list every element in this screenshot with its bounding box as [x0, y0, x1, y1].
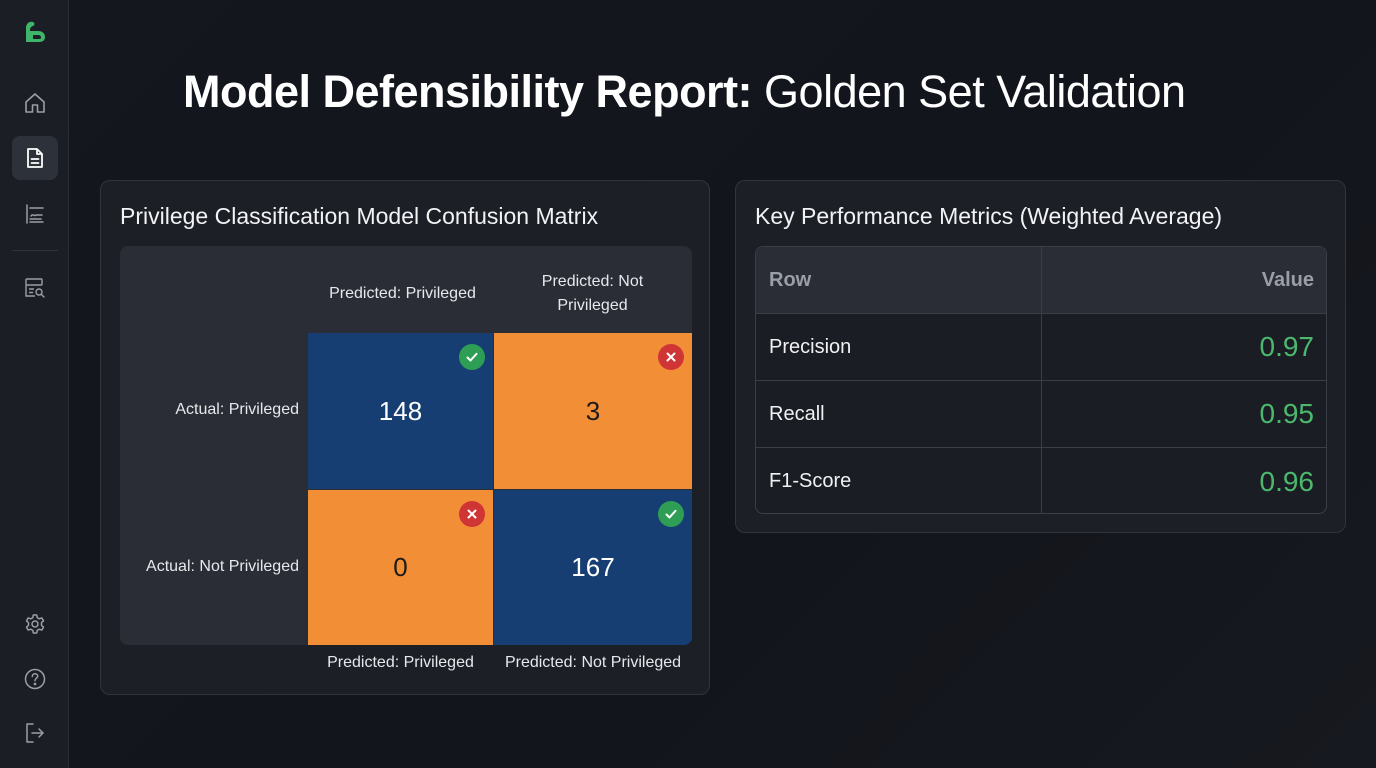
sidebar-item-logout[interactable] [12, 711, 58, 755]
cell-value: 3 [585, 395, 601, 426]
row-header-actual-not-privileged: Actual: Not Privileged [146, 558, 299, 575]
table-row-f1-score: F1-Score 0.96 [756, 448, 1326, 513]
x-badge-icon [459, 501, 485, 527]
table-row-recall: Recall 0.95 [756, 381, 1326, 448]
kpi-table: Row Value Precision 0.97 Recall 0.95 F1-… [755, 246, 1327, 514]
matrix-cell-false-negative[interactable]: 3 [494, 333, 692, 489]
column-header-row[interactable]: Row [756, 247, 1042, 313]
page-title-sub: Golden Set Validation [752, 66, 1186, 117]
matrix-cell-false-positive[interactable]: 0 [308, 490, 493, 645]
gear-icon [25, 614, 45, 634]
kpi-title: Key Performance Metrics (Weighted Averag… [755, 203, 1223, 229]
page-title: Model Defensibility Report: Golden Set V… [183, 66, 1186, 118]
cell-value: 167 [571, 552, 615, 582]
metric-value: 0.95 [1259, 398, 1315, 429]
metric-label: Recall [756, 381, 1042, 447]
sidebar-divider [12, 250, 58, 251]
metric-label: Precision [756, 314, 1042, 380]
table-header-row: Row Value [756, 247, 1326, 314]
sidebar-item-settings[interactable] [12, 602, 58, 646]
row-header-actual-privileged: Actual: Privileged [175, 401, 299, 418]
sidebar-item-help[interactable] [12, 657, 58, 701]
metric-value: 0.97 [1259, 331, 1315, 362]
cell-value: 0 [393, 552, 408, 582]
kpi-card: Key Performance Metrics (Weighted Averag… [735, 180, 1346, 533]
cell-value: 148 [378, 395, 423, 426]
sidebar-item-data-search[interactable] [12, 266, 58, 310]
matrix-cell-true-positive[interactable]: 148 [308, 333, 493, 489]
brand-logo-icon[interactable] [18, 16, 50, 48]
column-footer-predicted-not-privileged: Predicted: Not Privileged [504, 654, 682, 671]
confusion-matrix: Predicted: Privileged Predicted: Not Pri… [120, 246, 692, 645]
x-badge-icon [658, 344, 684, 370]
sidebar [0, 0, 69, 768]
check-badge-icon [459, 344, 485, 370]
metric-label: F1-Score [756, 448, 1042, 513]
confusion-matrix-card: Privilege Classification Model Confusion… [100, 180, 710, 695]
column-header-value[interactable]: Value [1261, 268, 1314, 291]
column-header-predicted-privileged: Predicted: Privileged [329, 285, 476, 302]
confusion-matrix-title: Privilege Classification Model Confusion… [120, 203, 599, 229]
column-header-predicted-not-privileged: Predicted: Not Privileged [541, 273, 644, 314]
sidebar-item-home[interactable] [12, 81, 58, 125]
check-badge-icon [658, 501, 684, 527]
sidebar-item-analytics[interactable] [12, 192, 58, 236]
matrix-cell-true-negative[interactable]: 167 [494, 490, 692, 645]
table-search-icon [25, 278, 45, 298]
home-icon [25, 93, 45, 113]
logout-icon [26, 723, 44, 743]
page-title-main: Model Defensibility Report: [183, 66, 753, 117]
help-icon [24, 668, 46, 690]
sidebar-item-reports[interactable] [12, 136, 58, 180]
column-footer-predicted-privileged: Predicted: Privileged [327, 654, 474, 671]
document-icon [27, 148, 43, 168]
chart-icon [26, 204, 44, 224]
table-row-precision: Precision 0.97 [756, 314, 1326, 381]
metric-value: 0.96 [1259, 465, 1315, 497]
